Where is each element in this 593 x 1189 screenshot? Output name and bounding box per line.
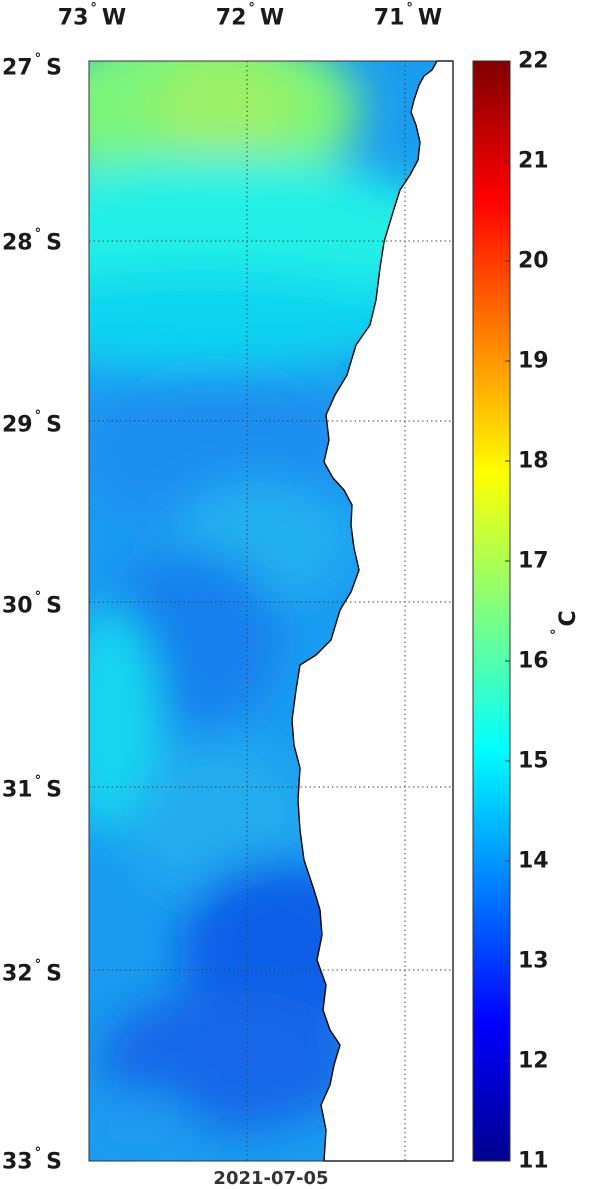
warm-anomaly-north-core: [155, 61, 295, 170]
map-date: 2021-07-05: [213, 1168, 329, 1189]
south-light: [89, 1090, 200, 1161]
lat-label-33s: 33 ° S: [2, 1145, 62, 1175]
lat-label-32s: 32 ° S: [2, 957, 62, 987]
graticule: [89, 61, 453, 1161]
lat-label-30s: 30 ° S: [2, 589, 62, 619]
mid-light-2: [130, 740, 310, 900]
colorbar-unit-label: °C: [549, 610, 581, 635]
lat-label-31s: 31 ° S: [2, 773, 62, 803]
lon-label-73w: 73 ° W: [57, 1, 127, 31]
colorbar-tick-22: 22: [518, 48, 549, 74]
colorbar-tick-19: 19: [518, 348, 549, 374]
colorbar-tick-17: 17: [518, 548, 549, 574]
lon-label-71w: 71 ° W: [373, 1, 443, 31]
lon-label-72w: 72 ° W: [215, 1, 285, 31]
lat-label-27s: 27 ° S: [2, 51, 62, 81]
lat-label-28s: 28 ° S: [2, 226, 62, 256]
cyan-band-south: [89, 270, 420, 370]
colorbar: [472, 60, 511, 1162]
colorbar-tick-marks: [505, 160, 510, 1062]
colorbar-tick-15: 15: [518, 748, 549, 774]
colorbar-tick-11: 11: [518, 1148, 549, 1174]
land-mask: [291, 60, 454, 1162]
lat-label-29s: 29 ° S: [2, 408, 62, 438]
colorbar-tick-20: 20: [518, 248, 549, 274]
colorbar-tick-13: 13: [518, 948, 549, 974]
plot-frame: [88, 60, 454, 1162]
colorbar-tick-12: 12: [518, 1048, 549, 1074]
west-light-1: [89, 610, 160, 830]
colorbar-tick-16: 16: [518, 648, 549, 674]
colorbar-tick-21: 21: [518, 148, 549, 174]
colorbar-tick-14: 14: [518, 848, 549, 874]
colorbar-tick-18: 18: [518, 448, 549, 474]
